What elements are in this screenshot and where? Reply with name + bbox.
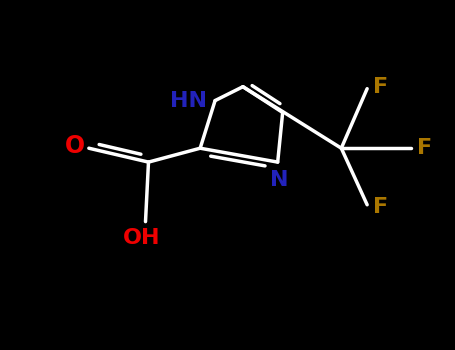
Text: HN: HN — [170, 91, 207, 111]
Text: F: F — [373, 77, 388, 97]
Text: F: F — [417, 138, 432, 158]
Text: N: N — [270, 170, 289, 190]
Text: O: O — [65, 134, 85, 158]
Text: OH: OH — [123, 228, 160, 247]
Text: F: F — [373, 197, 388, 217]
